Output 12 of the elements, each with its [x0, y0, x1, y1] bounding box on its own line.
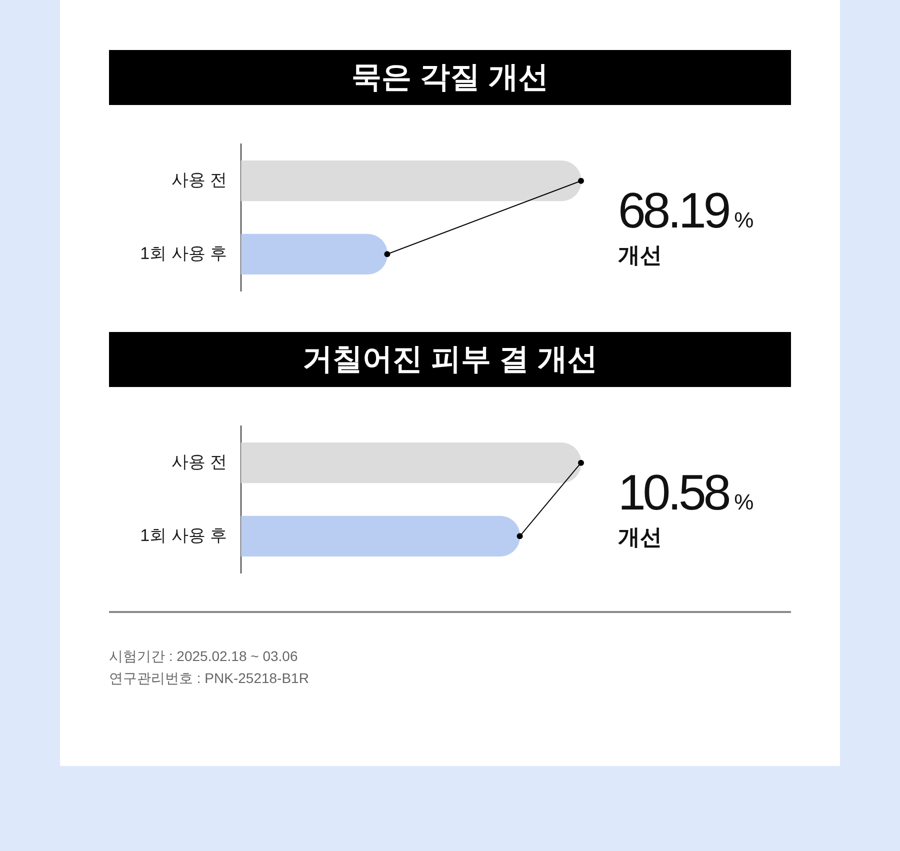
y-tick-label: 사용 전 [171, 452, 227, 472]
y-tick-label: 사용 전 [171, 170, 227, 190]
text: 개선 [618, 242, 662, 268]
text: 68.19% [618, 182, 754, 238]
text: 개선 [618, 524, 662, 550]
text: 연구관리번호 : PNK-25218-B1R [109, 668, 310, 688]
text: 10.58% [618, 464, 754, 520]
chart-title: 거칠어진 피부 결 개선 [109, 332, 791, 387]
text: 시험기간 : 2025.02.18 ~ 03.06 [109, 647, 299, 666]
chart-title: 묵은 각질 개선 [109, 50, 791, 105]
y-tick-label: 1회 사용 후 [140, 244, 227, 263]
y-tick-label: 1회 사용 후 [140, 526, 227, 545]
